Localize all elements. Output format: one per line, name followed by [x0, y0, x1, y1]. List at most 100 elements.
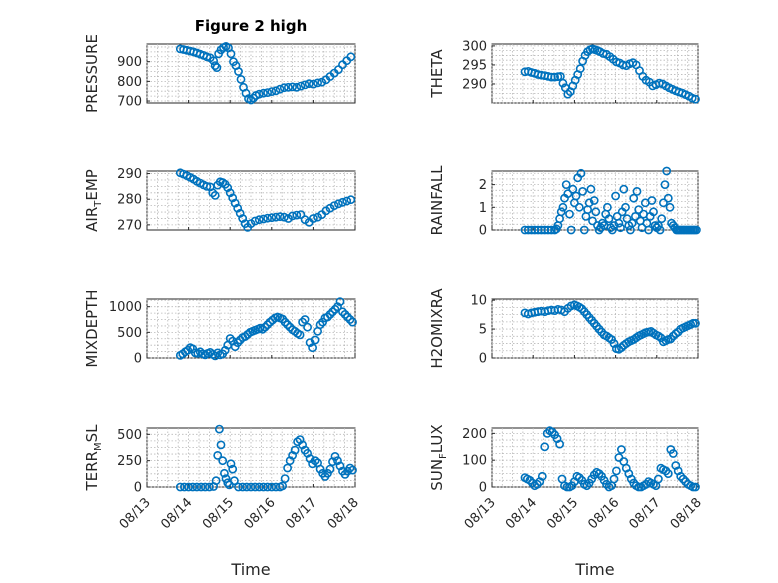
data-point: [219, 468, 229, 478]
subplot-8: 0 100 200 08/13 08/14 08/15 08/16 08/17 08/18 SUN…: [428, 424, 705, 579]
data-point: [342, 196, 352, 206]
data-point: [242, 482, 252, 492]
data-point: [571, 191, 581, 201]
data-point: [267, 87, 277, 96]
data-point: [278, 481, 287, 491]
data-point: [343, 312, 352, 322]
data-point: [218, 456, 228, 466]
data-point: [220, 345, 230, 355]
data-point: [346, 52, 356, 62]
data-point: [655, 225, 665, 235]
y-tick-label: 280: [117, 193, 142, 208]
data-point: [183, 345, 193, 355]
y-axis-label: RAINFALL: [428, 165, 446, 236]
data-point: [228, 464, 238, 474]
y-tick-label: 100: [462, 454, 487, 469]
data-point: [300, 80, 310, 90]
data-point: [202, 181, 212, 191]
y-axis-label: MIXDEPTH: [83, 289, 101, 367]
x-tick-label: 08/17: [627, 495, 664, 532]
subplot-6: 0 5 10 H2OMIXRA: [428, 288, 700, 369]
data-point: [631, 211, 640, 221]
y-axis-label: TERRMSL: [83, 424, 104, 492]
x-tick-label: 08/15: [544, 495, 581, 532]
data-point: [659, 198, 668, 208]
y-tick-label: 1000: [109, 300, 142, 315]
data-point: [566, 225, 576, 235]
data-point: [225, 334, 235, 343]
y-tick-label: 0: [134, 352, 142, 367]
data-point: [249, 93, 258, 103]
data-point: [292, 82, 302, 92]
x-tick-label: 08/14: [158, 495, 195, 532]
data-point: [345, 315, 355, 324]
data-point: [283, 320, 292, 330]
data-point: [609, 339, 619, 348]
data-point: [634, 205, 644, 214]
data-point: [616, 223, 625, 233]
data-point: [576, 168, 586, 178]
data-point: [589, 196, 599, 205]
data-point: [627, 218, 637, 228]
data-point: [310, 335, 320, 345]
y-tick-label: 0: [479, 481, 487, 496]
data-point: [546, 225, 556, 235]
data-point: [229, 476, 239, 486]
data-point: [660, 180, 670, 189]
data-point: [236, 75, 246, 84]
data-point: [208, 188, 218, 198]
data-point: [246, 482, 256, 492]
data-point: [329, 201, 339, 210]
data-point: [210, 190, 220, 200]
y-tick-label: 900: [117, 55, 142, 70]
data-point: [279, 212, 289, 222]
data-point: [568, 184, 578, 194]
data-point: [308, 79, 318, 89]
data-point: [230, 198, 240, 208]
y-tick-label: 700: [117, 95, 142, 110]
data-point: [288, 211, 297, 221]
data-point: [644, 225, 653, 235]
data-point: [275, 212, 285, 222]
subplot-grid: 700 800 900 PRESSURE 290 295 300 THETA 270 280 290…: [83, 34, 705, 579]
data-point: [296, 210, 306, 219]
data-point: [226, 49, 236, 59]
data-point: [330, 451, 340, 461]
y-tick-label: 10: [470, 294, 487, 309]
data-point: [537, 471, 547, 481]
data-point: [303, 322, 312, 332]
data-point: [263, 320, 272, 330]
data-point: [292, 210, 302, 220]
data-point: [540, 442, 550, 452]
data-point: [259, 214, 268, 224]
data-point: [654, 474, 663, 484]
data-point: [558, 78, 568, 88]
data-point: [267, 482, 277, 492]
y-tick-label: 200: [462, 427, 487, 442]
data-point: [310, 456, 320, 466]
data-point: [662, 166, 672, 176]
data-point: [214, 424, 224, 434]
data-point: [283, 463, 292, 473]
data-point: [619, 184, 629, 194]
data-point: [647, 196, 657, 205]
data-point: [609, 474, 619, 484]
data-point: [263, 482, 272, 492]
y-tick-label: 250: [117, 454, 142, 469]
data-point: [325, 309, 335, 319]
data-point: [603, 202, 612, 212]
data-point: [565, 209, 574, 219]
data-point: [665, 202, 675, 212]
data-point: [579, 225, 589, 235]
data-point: [267, 213, 277, 223]
data-point: [678, 474, 688, 484]
data-point: [234, 67, 243, 76]
data-point: [290, 445, 300, 455]
data-point: [250, 482, 260, 492]
data-point: [561, 180, 571, 189]
data-point: [323, 312, 332, 322]
y-tick-label: 290: [462, 77, 487, 92]
y-axis-label: PRESSURE: [83, 34, 101, 113]
y-tick-label: 500: [117, 326, 142, 341]
data-point: [300, 315, 310, 324]
